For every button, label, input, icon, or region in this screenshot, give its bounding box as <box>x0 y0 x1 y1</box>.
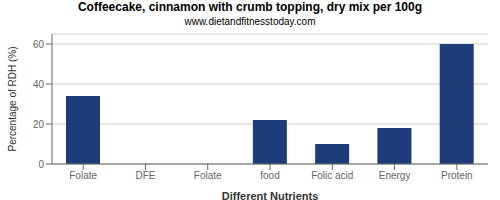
svg-text:Percentage of RDH (%): Percentage of RDH (%) <box>8 46 18 151</box>
svg-text:60: 60 <box>33 39 45 50</box>
svg-text:0: 0 <box>38 159 44 170</box>
svg-text:Folate: Folate <box>194 170 222 181</box>
svg-text:food: food <box>260 170 279 181</box>
svg-text:DFE: DFE <box>135 170 155 181</box>
svg-text:Energy: Energy <box>379 170 411 181</box>
svg-text:Different Nutrients: Different Nutrients <box>222 190 319 200</box>
html-text:www.dietandfitnesstoday.com: www.dietandfitnesstoday.com <box>184 16 316 27</box>
svg-text:40: 40 <box>33 79 45 90</box>
svg-text:Folate: Folate <box>69 170 97 181</box>
svg-text:Folic acid: Folic acid <box>311 170 353 181</box>
svg-text:20: 20 <box>33 119 45 130</box>
html-text:Coffeecake, cinnamon with crum: Coffeecake, cinnamon with crumb topping,… <box>78 0 422 14</box>
svg-text:Protein: Protein <box>441 170 473 181</box>
